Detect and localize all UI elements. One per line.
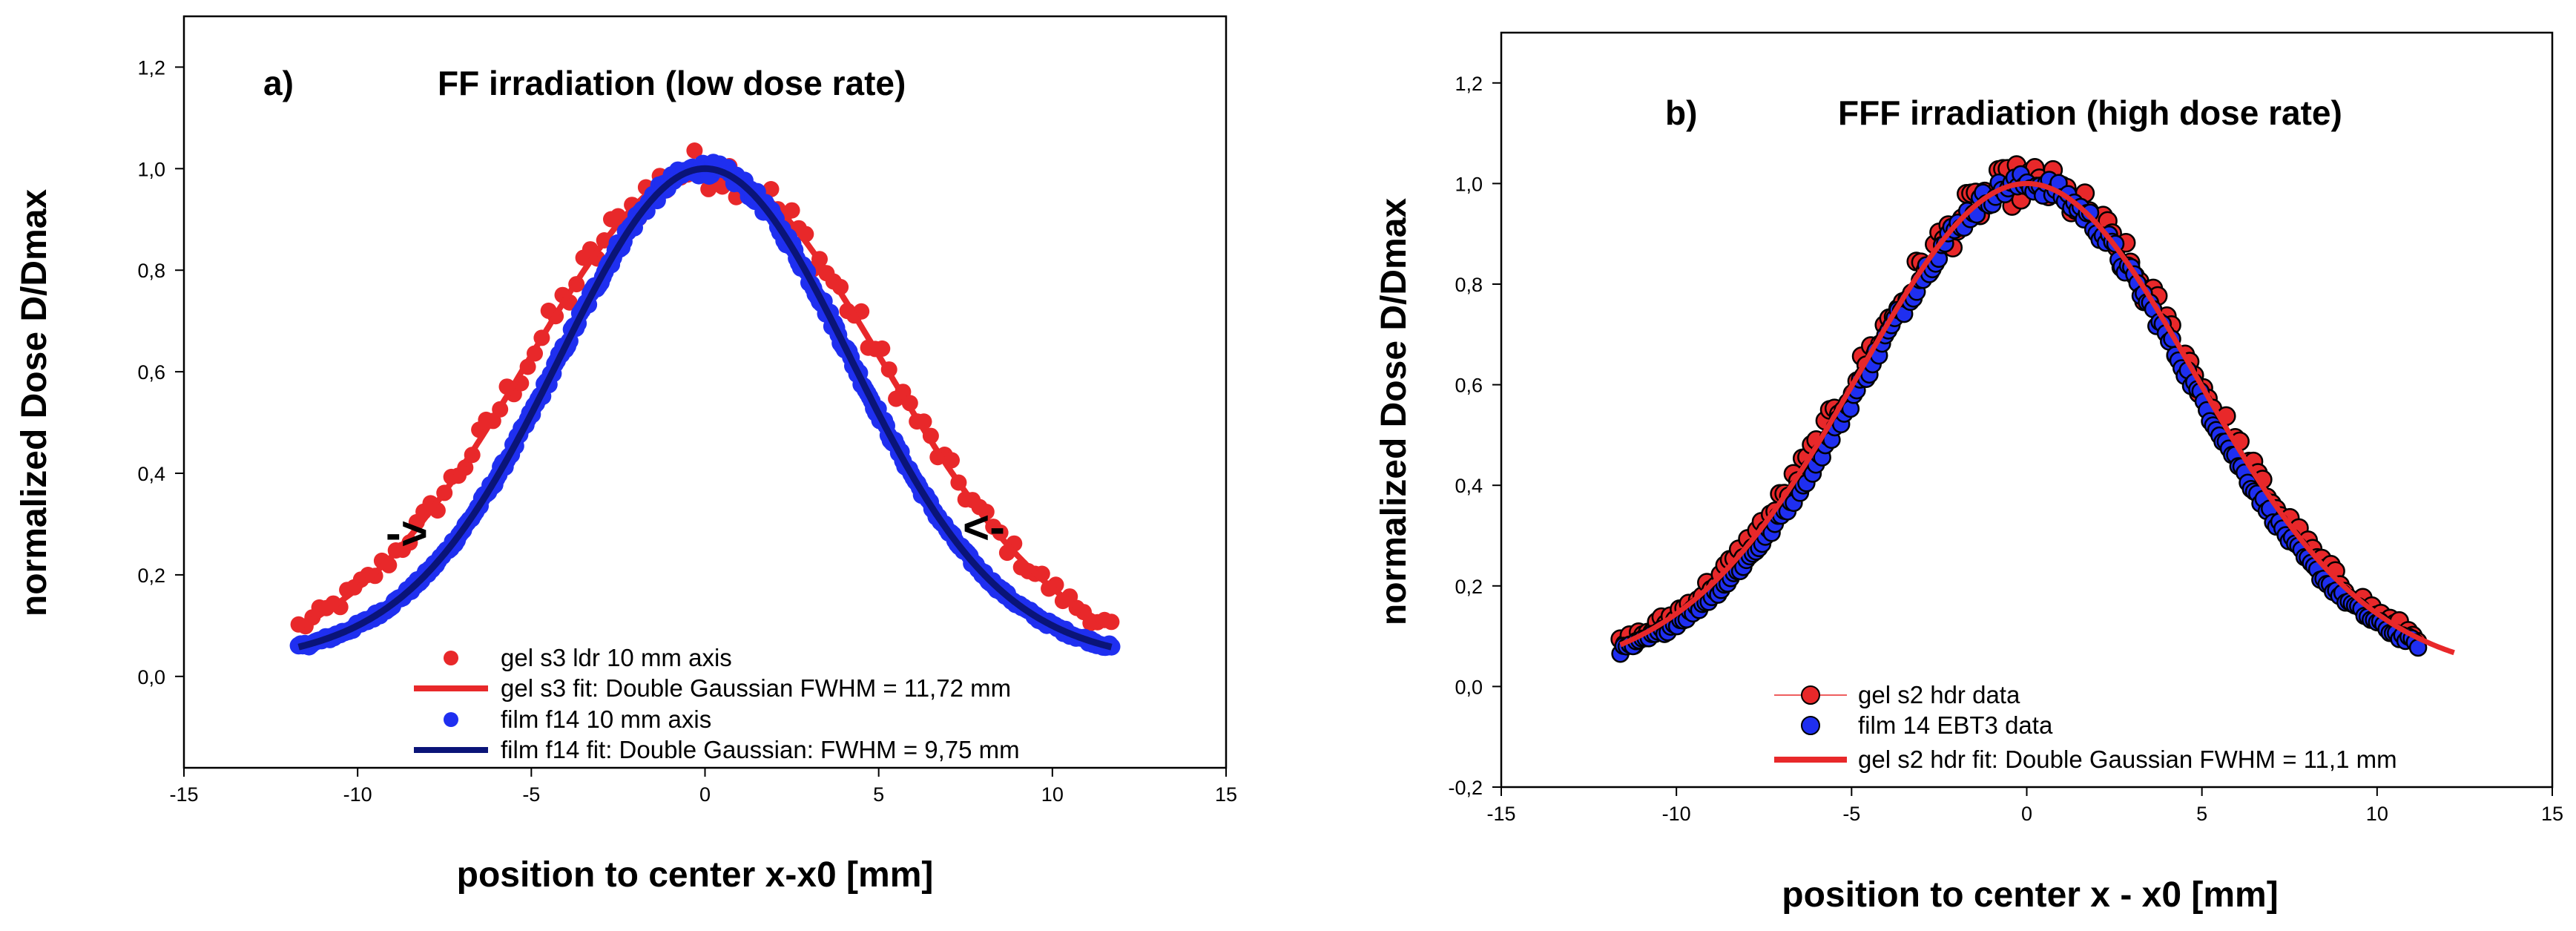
chart-b-xtick-label: 5 <box>2196 803 2207 825</box>
chart-a-xtick-label: -15 <box>169 783 198 806</box>
chart-a-legend-marker-0 <box>444 651 458 665</box>
chart-a-ytick-label: 0,6 <box>137 361 165 384</box>
chart-b-yticks: -0,2 0,0 0,2 0,4 0,6 0,8 1,0 1,2 <box>1448 73 1501 799</box>
chart-a-panel-label: a) <box>263 64 294 102</box>
chart-b-marks <box>1610 155 2455 663</box>
chart-a-ytick-label: 0,2 <box>137 565 165 587</box>
chart-b-series-2 <box>1619 180 2455 656</box>
chart-a-ytick-label: 0,8 <box>137 260 165 282</box>
chart-a-legend-marker-2 <box>444 712 458 727</box>
chart-b-ytick-label: 1,2 <box>1455 73 1483 95</box>
chart-b-xtick-label: 10 <box>2366 803 2388 825</box>
chart-b-xlabel: position to center x - x0 [mm] <box>1782 875 2278 915</box>
chart-b-ytick-label: -0,2 <box>1448 777 1483 799</box>
chart-a-legend: gel s3 ldr 10 mm axis gel s3 fit: Double… <box>414 644 1020 763</box>
chart-a-yticks: 0,0 0,2 0,4 0,6 0,8 1,0 1,2 <box>137 56 184 688</box>
chart-b-legend-marker-1 <box>1801 716 1820 735</box>
chart-a-xticks: -15 -10 -5 0 5 10 15 <box>169 768 1237 806</box>
chart-b-xtick-label: -15 <box>1486 803 1515 825</box>
chart-a-point <box>762 181 780 197</box>
chart-b-ytick-label: 0,4 <box>1455 475 1483 497</box>
chart-b-xtick-label: 15 <box>2541 803 2563 825</box>
chart-b-xtick-label: 0 <box>2021 803 2032 825</box>
chart-b-ytick-label: 0,8 <box>1455 274 1483 296</box>
chart-a-xtick-label: 10 <box>1041 783 1064 806</box>
chart-a-xtick-label: 0 <box>699 783 711 806</box>
chart-a-series-3 <box>297 165 1113 651</box>
chart-a-xtick-label: 5 <box>873 783 884 806</box>
chart-a-ytick-label: 1,0 <box>137 158 165 180</box>
chart-a-annotation-left: -> <box>386 508 428 559</box>
chart-b-series-1 <box>1611 165 2428 663</box>
chart-a-xlabel: position to center x-x0 [mm] <box>457 855 934 895</box>
chart-b-legend: gel s2 hdr data film 14 EBT3 data gel s2… <box>1774 681 2397 773</box>
chart-b-xtick-label: -5 <box>1842 803 1860 825</box>
chart-a-ytick-label: 1,2 <box>137 56 165 79</box>
chart-a-legend-label-1: gel s3 fit: Double Gaussian FWHM = 11,72… <box>501 674 1011 702</box>
chart-a-ytick-label: 0,4 <box>137 463 165 485</box>
chart-b-ytick-label: 1,0 <box>1455 173 1483 195</box>
chart-b-ytick-label: 0,6 <box>1455 375 1483 397</box>
chart-b-legend-label-2: gel s2 hdr fit: Double Gaussian FWHM = 1… <box>1858 746 2397 773</box>
chart-b-title: FFF irradiation (high dose rate) <box>1838 93 2342 132</box>
chart-b-panel-label: b) <box>1665 93 1697 132</box>
chart-b-plot-frame <box>1500 31 2554 789</box>
chart-a-title: FF irradiation (low dose rate) <box>438 64 906 102</box>
chart-a-point <box>686 142 703 159</box>
chart-b-legend-label-0: gel s2 hdr data <box>1858 681 2020 708</box>
chart-b-legend-marker-0 <box>1801 685 1820 705</box>
chart-b-ytick-label: 0,2 <box>1455 576 1483 598</box>
chart-b-legend-label-1: film 14 EBT3 data <box>1858 711 2053 739</box>
chart-a-ytick-label: 0,0 <box>137 666 165 688</box>
chart-a-xtick-label: -5 <box>522 783 540 806</box>
chart-b-fit-line-2 <box>1619 180 2455 656</box>
chart-b-ylabel: normalized Dose D/Dmax <box>1374 198 1414 625</box>
chart-a-annotation-right: <- <box>963 502 1005 553</box>
chart-a-ylabel: normalized Dose D/Dmax <box>15 189 54 616</box>
chart-b-xticks: -15 -10 -5 0 5 10 15 <box>1486 787 2563 825</box>
chart-a-fit-line-3 <box>297 165 1113 651</box>
chart-a-marks <box>289 142 1121 657</box>
chart-a-xtick-label: -10 <box>343 783 372 806</box>
chart-a-legend-label-0: gel s3 ldr 10 mm axis <box>501 644 732 671</box>
chart-a-legend-label-3: film f14 fit: Double Gaussian: FWHM = 9,… <box>501 736 1020 763</box>
chart-a-point <box>783 202 800 219</box>
chart-a-xtick-label: 15 <box>1215 783 1237 806</box>
chart-b-xtick-label: -10 <box>1662 803 1691 825</box>
chart-a-legend-label-2: film f14 10 mm axis <box>501 705 711 733</box>
chart-b-ytick-label: 0,0 <box>1455 676 1483 698</box>
